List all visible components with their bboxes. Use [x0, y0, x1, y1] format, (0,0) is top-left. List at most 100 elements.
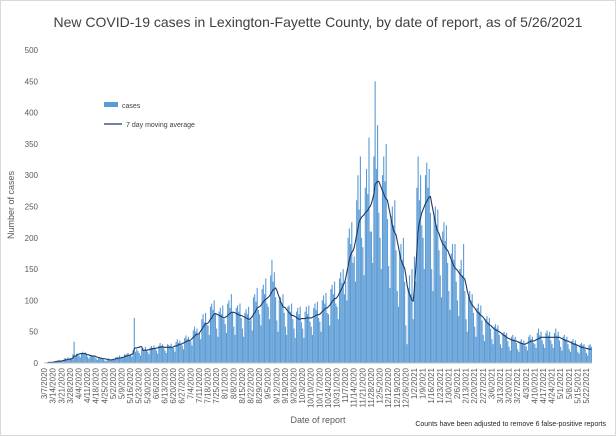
bar	[115, 357, 117, 363]
x-tick-label: 3/6/2021	[487, 367, 496, 399]
bar	[372, 262, 374, 363]
bar	[319, 321, 321, 363]
bar	[432, 291, 434, 363]
bar	[437, 209, 439, 363]
bar	[233, 326, 235, 363]
bar	[96, 359, 99, 363]
bar	[94, 357, 96, 363]
bar	[307, 314, 309, 363]
bar	[281, 303, 283, 363]
bar	[273, 272, 275, 363]
bar	[362, 247, 364, 363]
bar	[155, 350, 157, 363]
bar	[69, 357, 71, 363]
bar	[88, 358, 90, 363]
bar	[186, 339, 188, 363]
moving-average-line	[44, 180, 592, 364]
bar	[106, 359, 108, 363]
bar	[341, 282, 343, 363]
bar	[308, 305, 310, 363]
bar	[187, 336, 189, 363]
bar	[66, 359, 68, 363]
bar	[466, 331, 468, 363]
bar	[434, 206, 436, 363]
bar	[117, 357, 119, 363]
bar	[255, 301, 257, 363]
bar	[262, 284, 264, 363]
bar	[121, 356, 123, 363]
bar	[582, 345, 584, 363]
bar	[330, 289, 332, 363]
bar	[416, 187, 418, 363]
bar	[426, 162, 428, 363]
bar	[206, 324, 208, 363]
bar	[514, 336, 516, 363]
bar	[486, 316, 488, 363]
bar	[496, 328, 498, 363]
bar	[82, 351, 84, 363]
bar	[195, 331, 197, 363]
bar	[163, 347, 165, 363]
bar	[180, 344, 182, 363]
x-tick-label: 7/25/2020	[212, 367, 221, 403]
bar	[261, 289, 263, 363]
x-tick-label: 4/24/2021	[548, 367, 557, 403]
bar	[173, 347, 175, 363]
bar	[407, 287, 409, 363]
bar	[310, 326, 312, 363]
bar	[381, 175, 384, 363]
bar	[449, 309, 451, 363]
chart-title: New COVID-19 cases in Lexington-Fayette …	[54, 14, 583, 30]
bar	[492, 344, 494, 363]
bar	[385, 143, 387, 363]
bar	[390, 215, 392, 363]
bar	[313, 307, 315, 363]
bar	[572, 339, 574, 363]
bar	[536, 332, 538, 363]
x-tick-label: 8/8/2020	[229, 367, 238, 399]
bar	[60, 360, 62, 363]
bar	[61, 360, 63, 363]
bar	[211, 303, 213, 363]
bar	[408, 275, 411, 363]
bar	[292, 319, 294, 363]
bar	[248, 306, 250, 363]
bar	[363, 275, 365, 363]
x-tick-label: 5/2/2020	[109, 367, 118, 399]
bar	[137, 351, 139, 363]
bar	[68, 358, 70, 363]
bar	[95, 358, 97, 363]
bar	[581, 342, 583, 363]
bar	[230, 294, 232, 363]
bar	[153, 345, 155, 363]
bar	[321, 300, 323, 363]
bar	[64, 357, 67, 363]
bar	[57, 361, 59, 363]
bar	[337, 319, 339, 363]
bar	[154, 349, 156, 363]
bar	[458, 316, 460, 363]
bar	[157, 353, 159, 363]
bar	[547, 335, 549, 363]
bar	[539, 335, 541, 363]
bar	[141, 349, 143, 363]
x-tick-label: 8/22/2020	[247, 367, 256, 403]
bar	[418, 200, 420, 363]
bar	[228, 300, 230, 363]
x-tick-label: 4/3/2021	[522, 367, 531, 399]
x-tick-label: 4/18/2020	[92, 367, 101, 403]
bar	[93, 355, 95, 363]
bar	[424, 175, 427, 363]
bar	[234, 334, 236, 363]
bar	[542, 344, 545, 363]
bar	[77, 354, 79, 363]
bar	[324, 303, 326, 363]
bar	[386, 219, 388, 363]
bar	[557, 331, 559, 363]
x-tick-label: 11/7/2020	[341, 367, 350, 403]
bar	[574, 340, 576, 363]
x-tick-label: 4/4/2020	[75, 367, 84, 399]
bar	[103, 359, 105, 363]
bar	[412, 319, 414, 363]
bar	[190, 341, 192, 363]
